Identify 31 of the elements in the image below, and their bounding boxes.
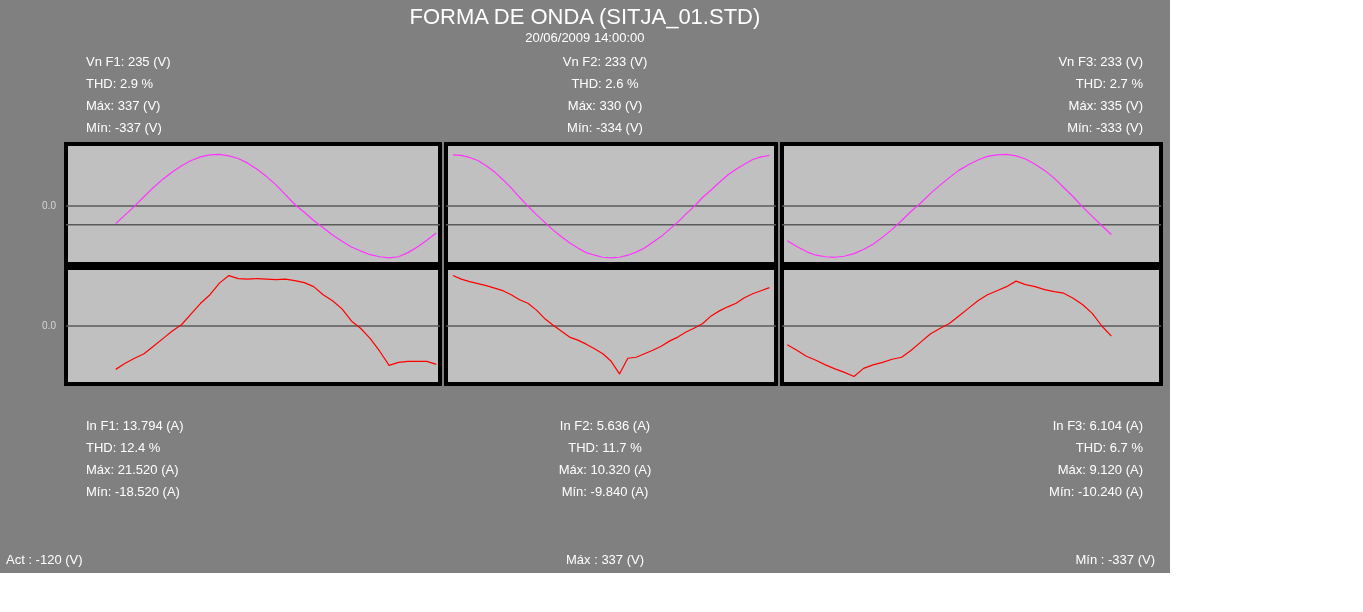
text: Mín: -334 (V) bbox=[567, 120, 643, 135]
text: In F2: 5.636 (A) bbox=[559, 418, 651, 433]
text: Máx: 21.520 (A) bbox=[86, 462, 179, 477]
text: THD: 2.7 % bbox=[1075, 76, 1144, 91]
text: Máx : 337 (V) bbox=[565, 552, 645, 567]
text: Máx: 9.120 (A) bbox=[1057, 462, 1143, 477]
text: Vn F1: 235 (V) bbox=[86, 54, 171, 69]
text: Vn F3: 233 (V) bbox=[1058, 54, 1143, 69]
text: Máx: 330 (V) bbox=[567, 98, 643, 113]
text: THD: 12.4 % bbox=[86, 440, 161, 455]
text: 0.0 bbox=[42, 200, 57, 212]
text: Mín: -18.520 (A) bbox=[86, 484, 180, 499]
text: Mín: -333 (V) bbox=[1067, 120, 1143, 135]
text: Mín: -10.240 (A) bbox=[1049, 484, 1143, 499]
text: 0.0 bbox=[42, 320, 57, 331]
text: Máx: 337 (V) bbox=[86, 98, 161, 113]
text: Act : -120 (V) bbox=[6, 552, 83, 567]
text: Mín: -337 (V) bbox=[86, 120, 162, 135]
text: THD: 6.7 % bbox=[1075, 440, 1144, 455]
text: Vn F2: 233 (V) bbox=[562, 54, 648, 69]
chart-title: FORMA DE ONDA (SITJA_01.STD) bbox=[409, 4, 761, 29]
text: Mín : -337 (V) bbox=[1075, 552, 1155, 567]
text: Máx: 335 (V) bbox=[1068, 98, 1143, 113]
text: Máx: 10.320 (A) bbox=[558, 462, 652, 477]
text: THD: 2.6 % bbox=[571, 76, 640, 91]
text: In F3: 6.104 (A) bbox=[1052, 418, 1143, 433]
text: Mín: -9.840 (A) bbox=[561, 484, 649, 499]
text: In F1: 13.794 (A) bbox=[86, 418, 184, 433]
chart-subtitle: 20/06/2009 14:00:00 bbox=[525, 30, 645, 45]
text: THD: 11.7 % bbox=[568, 440, 643, 455]
text: THD: 2.9 % bbox=[86, 76, 154, 91]
